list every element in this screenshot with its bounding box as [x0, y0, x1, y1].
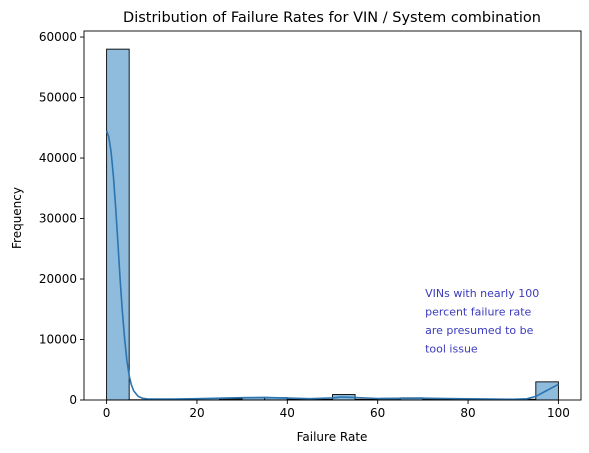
plot-frame	[83, 30, 582, 401]
x-tick-label: 0	[103, 406, 111, 420]
annotation-line: tool issue	[425, 343, 478, 356]
y-tick-label: 40000	[39, 151, 77, 165]
x-tick-label: 80	[460, 406, 475, 420]
y-tick-label: 30000	[39, 212, 77, 226]
kde-line	[105, 130, 559, 401]
x-axis: 0 20 40 60 80 100	[103, 400, 570, 420]
chart-title: Distribution of Failure Rates for VIN / …	[123, 10, 541, 26]
annotation-line: VINs with nearly 100	[425, 287, 539, 300]
y-axis: 0 10000 20000 30000 40000 50000 60000	[39, 30, 84, 407]
x-axis-label: Failure Rate	[297, 430, 368, 444]
annotation: VINs with nearly 100 percent failure rat…	[425, 287, 539, 356]
x-tick-label: 100	[547, 406, 570, 420]
y-tick-label: 20000	[39, 272, 77, 286]
annotation-line: percent failure rate	[425, 306, 531, 319]
x-tick-label: 60	[370, 406, 385, 420]
x-tick-label: 20	[189, 406, 204, 420]
y-tick-label: 50000	[39, 91, 77, 105]
x-tick-label: 40	[280, 406, 295, 420]
bars-group	[106, 48, 559, 401]
y-tick-label: 60000	[39, 30, 77, 44]
annotation-line: are presumed to be	[425, 324, 534, 337]
y-tick-label: 0	[69, 393, 77, 407]
y-axis-label: Frequency	[10, 187, 24, 249]
y-tick-label: 10000	[39, 333, 77, 347]
